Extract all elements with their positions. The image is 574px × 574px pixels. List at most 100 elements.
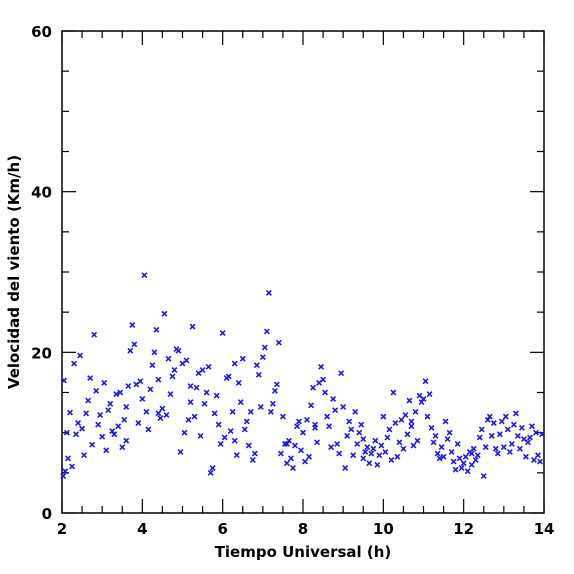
- data-point: [366, 460, 373, 467]
- data-point: [109, 428, 116, 435]
- data-point: [468, 461, 475, 468]
- data-point: [233, 452, 240, 459]
- data-point: [494, 450, 501, 457]
- data-point: [79, 425, 86, 432]
- data-point: [478, 426, 485, 433]
- data-point: [330, 395, 337, 402]
- data-point: [259, 354, 266, 361]
- data-point: [422, 378, 429, 385]
- data-point: [430, 439, 437, 446]
- data-point: [127, 347, 134, 354]
- data-point: [460, 460, 467, 467]
- data-point: [308, 402, 314, 409]
- data-point: [62, 468, 69, 475]
- data-point: [65, 455, 71, 462]
- data-point: [123, 437, 130, 444]
- data-point: [83, 410, 90, 417]
- data-point: [432, 432, 439, 439]
- data-point: [506, 448, 513, 455]
- data-point: [189, 323, 196, 330]
- data-point: [245, 442, 252, 449]
- data-point: [346, 418, 353, 425]
- data-point: [484, 416, 491, 423]
- data-point: [446, 429, 453, 436]
- data-point: [394, 453, 401, 460]
- data-point: [537, 458, 543, 465]
- data-point: [348, 426, 355, 433]
- data-point: [219, 330, 226, 337]
- data-point: [125, 383, 132, 390]
- x-tick-label: 12: [453, 520, 474, 538]
- data-point: [209, 465, 216, 471]
- data-point: [263, 328, 270, 335]
- data-point: [338, 370, 345, 377]
- data-point: [241, 426, 248, 433]
- data-point: [378, 442, 385, 449]
- data-point: [137, 378, 144, 385]
- data-point: [229, 408, 236, 415]
- data-point: [75, 420, 82, 426]
- data-point: [450, 458, 457, 465]
- x-tick-label: 10: [373, 520, 394, 538]
- data-point: [61, 377, 67, 384]
- data-point: [143, 408, 150, 415]
- data-point: [87, 375, 94, 382]
- axis-ticks: [61, 30, 545, 514]
- data-point: [434, 450, 441, 457]
- data-point: [217, 440, 224, 447]
- data-point: [203, 389, 210, 396]
- data-point: [362, 448, 369, 455]
- data-point: [287, 455, 294, 462]
- data-point: [448, 448, 455, 455]
- data-point: [147, 386, 154, 393]
- data-point: [344, 432, 351, 439]
- data-point: [504, 426, 511, 433]
- data-point: [271, 387, 278, 394]
- data-point: [67, 409, 73, 416]
- data-point: [294, 423, 300, 430]
- data-point: [145, 426, 152, 433]
- data-point: [426, 391, 433, 398]
- data-point: [91, 331, 98, 338]
- data-point: [354, 440, 361, 447]
- x-tick-label: 6: [217, 520, 227, 538]
- data-point: [514, 432, 521, 439]
- data-point: [257, 403, 264, 410]
- x-axis-label: Tiempo Universal (h): [215, 543, 392, 561]
- data-point: [149, 362, 156, 369]
- data-point: [298, 447, 304, 454]
- data-point: [199, 367, 206, 373]
- data-point: [456, 455, 463, 462]
- y-tick-label: 0: [42, 505, 52, 523]
- y-tick-label: 20: [31, 344, 52, 362]
- data-point: [498, 418, 505, 425]
- data-point: [113, 391, 120, 398]
- data-point: [300, 429, 306, 436]
- data-point: [322, 389, 329, 396]
- data-point: [336, 450, 343, 457]
- data-point: [243, 418, 250, 425]
- data-point: [468, 450, 475, 457]
- x-tick-label: 4: [137, 520, 147, 538]
- data-point: [340, 403, 347, 410]
- data-point: [121, 416, 128, 423]
- data-point: [408, 423, 415, 430]
- data-point: [117, 389, 124, 396]
- data-point: [231, 360, 238, 367]
- data-point: [392, 420, 399, 426]
- data-point: [364, 444, 371, 451]
- x-tick-label: 14: [534, 520, 555, 538]
- data-point: [277, 450, 284, 457]
- data-point: [69, 463, 76, 470]
- data-point: [528, 423, 535, 430]
- data-point: [139, 395, 146, 402]
- data-point: [129, 322, 136, 328]
- data-point: [155, 376, 162, 383]
- data-point: [530, 457, 537, 463]
- data-point: [358, 421, 365, 428]
- data-point: [352, 408, 359, 415]
- plot-frame: [61, 30, 545, 514]
- data-point: [215, 421, 222, 428]
- x-tick-label: 8: [298, 520, 308, 538]
- data-point: [255, 371, 262, 378]
